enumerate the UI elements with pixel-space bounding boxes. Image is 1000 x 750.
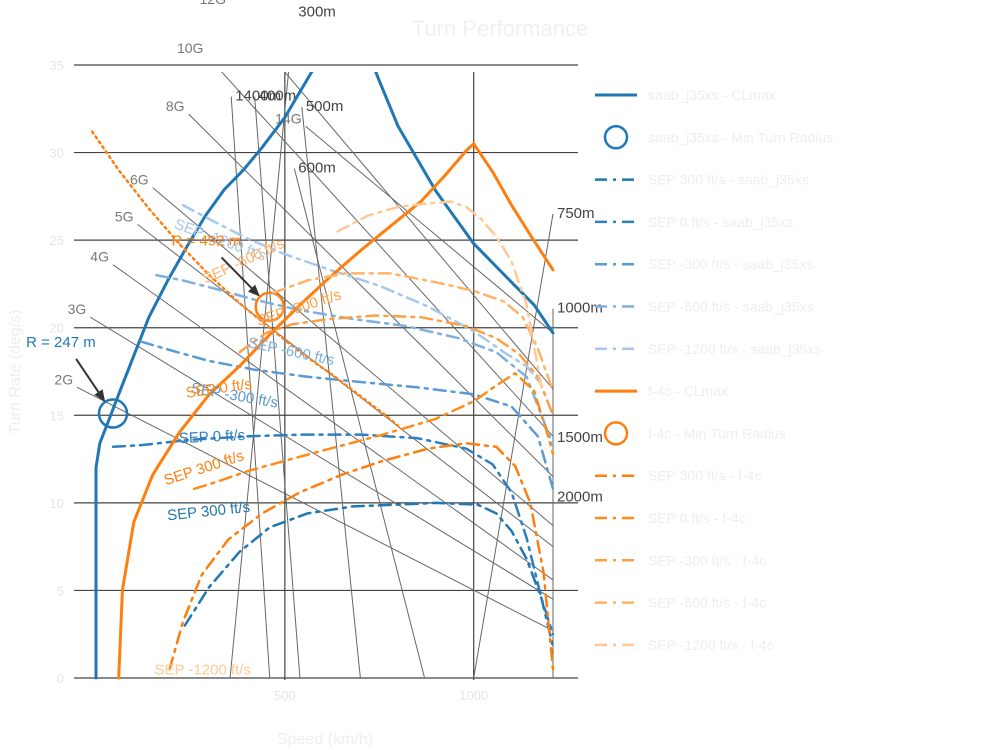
sep-label: SEP -600 ft/s	[246, 334, 336, 369]
x-axis-title: Speed (km/h)	[277, 731, 373, 748]
series-line	[117, 142, 555, 680]
y-tick-label: 35	[50, 58, 64, 73]
load-factor-line	[90, 316, 554, 600]
y-tick-label: 30	[50, 146, 64, 161]
load-factor-label: 4G	[90, 249, 109, 265]
turn-radius-line	[254, 96, 301, 679]
legend-label: SEP -300 ft/s - f-4c	[648, 552, 766, 568]
annotation-arrow-shaft	[75, 358, 102, 396]
load-factor-line	[188, 113, 554, 477]
x-tick-label: 500	[274, 688, 296, 703]
annotation-layer: R = 247 m R = 492 m	[26, 232, 260, 402]
series-layer	[90, 72, 555, 680]
legend-label: SEP -600 ft/s - f-4c	[648, 595, 766, 611]
grid-layer	[74, 64, 578, 680]
annotation-label: R = 492 m	[172, 232, 242, 249]
legend-label: SEP -1200 ft/s - saab_j35xs	[648, 341, 821, 357]
y-axis-title: Turn Rate (deg/s)	[7, 310, 24, 435]
series-line	[140, 340, 555, 491]
turn-radius-line	[293, 168, 426, 679]
load-factor-line	[305, 125, 554, 334]
chart-title: Turn Performance	[412, 16, 588, 41]
legend-label: SEP -1200 ft/s - f-4c	[648, 637, 774, 653]
series-line	[336, 200, 543, 391]
min-turn-radius-marker	[97, 398, 129, 429]
tick-label-layer: 0 5 10 15 20 25 30 35 500 1000	[50, 58, 489, 703]
turn-radius-label: 2000m	[557, 489, 603, 506]
sep-label: SEP -1200 ft/s	[155, 661, 251, 678]
load-factor-label: 6G	[130, 172, 149, 188]
turn-radius-label: 750m	[557, 205, 595, 222]
y-tick-label: 10	[50, 496, 64, 511]
series-line	[94, 72, 555, 680]
legend-marker	[603, 125, 629, 150]
turn-radius-label: 300m	[298, 3, 336, 20]
legend-label: SEP -300 ft/s - saab_j35xs	[648, 256, 814, 272]
load-factor-and-radius-lines	[76, 72, 554, 679]
legend-label: f-4c - CLmax	[648, 383, 728, 399]
load-factor-line	[76, 386, 554, 632]
turn-radius-line	[230, 96, 271, 679]
series-line	[238, 314, 555, 417]
series-line	[272, 272, 555, 393]
legend-label: SEP 300 ft/s - f-4c	[648, 468, 761, 484]
min-turn-radius-marker	[254, 291, 285, 322]
series-line	[90, 130, 400, 428]
series-line	[192, 372, 555, 491]
x-tick-label: 1000	[459, 688, 488, 703]
series-line	[155, 273, 555, 447]
annotation-arrow-head	[94, 389, 106, 402]
turn-radius-label: 400m	[259, 88, 297, 105]
load-factor-label: 8G	[166, 98, 185, 114]
annotation-arrow-shaft	[220, 256, 256, 292]
y-tick-label: 20	[50, 321, 64, 336]
sep-label: SEP 300 ft/s	[162, 447, 246, 489]
annotation-label: R = 247 m	[26, 334, 96, 351]
turn-radius-line	[229, 72, 290, 679]
y-tick-label: 0	[57, 671, 64, 686]
legend-label: SEP -600 ft/s - saab_j35xs	[648, 299, 814, 315]
turn-radius-label: 500m	[306, 98, 344, 115]
series-line	[181, 203, 540, 382]
series-line	[168, 442, 555, 671]
annotation-arrow-head	[247, 284, 260, 297]
load-factor-label: 3G	[68, 301, 87, 317]
load-factor-line	[221, 72, 554, 437]
load-factor-and-radius-labels: 2G3G4G5G6G8G10G12G14G300m400m500m600m750…	[54, 0, 602, 506]
legend: saab_j35xs - CLmax saab_j35xs - Min Turn …	[595, 87, 833, 653]
load-factor-line	[152, 187, 554, 527]
load-factor-label: 5G	[115, 208, 134, 224]
turn-radius-label: 1400m	[235, 88, 281, 105]
y-tick-label: 15	[50, 408, 64, 423]
legend-label: SEP 0 ft/s - saab_j35xs	[648, 214, 793, 230]
legend-label: SEP 0 ft/s - f-4c	[648, 510, 746, 526]
legend-label: f-4c - Min Turn Radius	[648, 425, 786, 441]
legend-label: saab_j35xs - Min Turn Radius	[648, 129, 833, 145]
y-tick-label: 25	[50, 233, 64, 248]
load-factor-label: 10G	[177, 40, 203, 56]
turn-radius-label: 1000m	[557, 299, 603, 316]
turn-radius-label: 1500m	[557, 429, 603, 446]
legend-marker	[603, 421, 629, 446]
turn-radius-label: 600m	[298, 159, 336, 176]
turn-radius-line	[473, 213, 554, 679]
load-factor-label: 12G	[200, 0, 226, 7]
legend-label: saab_j35xs - CLmax	[648, 87, 776, 103]
sep-label: SEP 0 ft/s	[178, 427, 245, 447]
turn-radius-line	[301, 106, 361, 679]
legend-label: SEP 300 ft/s - saab_j35xs	[648, 172, 809, 188]
y-tick-label: 5	[57, 583, 64, 598]
series-line	[183, 501, 555, 648]
load-factor-label: 2G	[54, 371, 73, 387]
series-line	[111, 433, 555, 636]
load-factor-line	[112, 264, 554, 581]
